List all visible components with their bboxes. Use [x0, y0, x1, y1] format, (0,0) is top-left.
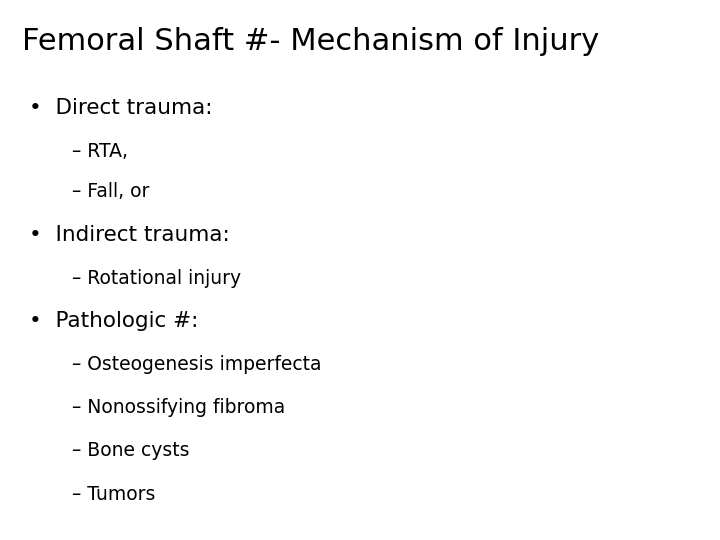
- Text: – Bone cysts: – Bone cysts: [72, 441, 189, 461]
- Text: – Osteogenesis imperfecta: – Osteogenesis imperfecta: [72, 355, 322, 374]
- Text: – Tumors: – Tumors: [72, 484, 156, 504]
- Text: •  Indirect trauma:: • Indirect trauma:: [29, 225, 230, 245]
- Text: •  Direct trauma:: • Direct trauma:: [29, 98, 212, 118]
- Text: – Fall, or: – Fall, or: [72, 182, 149, 201]
- Text: – RTA,: – RTA,: [72, 141, 128, 161]
- Text: – Rotational injury: – Rotational injury: [72, 268, 241, 288]
- Text: Femoral Shaft #- Mechanism of Injury: Femoral Shaft #- Mechanism of Injury: [22, 27, 599, 56]
- Text: – Nonossifying fibroma: – Nonossifying fibroma: [72, 398, 285, 417]
- Text: •  Pathologic #:: • Pathologic #:: [29, 311, 198, 332]
